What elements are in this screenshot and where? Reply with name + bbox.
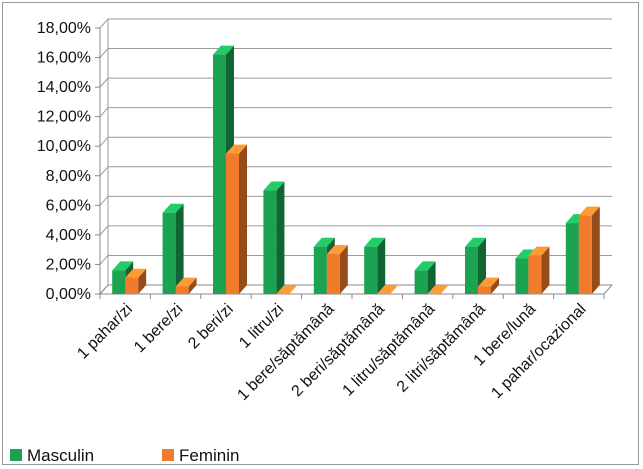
bar-masculin-7 — [414, 261, 436, 294]
y-tick-label: 8,00% — [46, 168, 91, 185]
bar-top — [465, 237, 486, 247]
bar-top — [313, 237, 335, 247]
bar-front — [515, 258, 529, 294]
y-tick-label: 10,00% — [37, 138, 91, 155]
gridline — [99, 166, 612, 177]
bar-front — [313, 246, 327, 294]
bar-front — [125, 277, 139, 294]
bar-front — [565, 223, 579, 294]
bar-front — [263, 190, 277, 294]
bar-top — [414, 261, 436, 271]
bar-top — [162, 203, 184, 213]
bar-top — [125, 268, 147, 278]
bar-side — [541, 246, 550, 294]
bar-front — [478, 286, 491, 294]
x-category-label: 2 beri/săptămână — [289, 301, 389, 401]
y-tick-label: 0,00% — [46, 286, 91, 303]
bar-masculin-4 — [263, 181, 285, 294]
bar-top — [377, 285, 399, 294]
gridline — [99, 18, 612, 29]
bar-masculin-2 — [162, 203, 184, 294]
bar-feminin-9 — [528, 246, 550, 294]
bar-front — [112, 270, 126, 294]
bar-front — [226, 153, 239, 294]
bar-side — [427, 261, 436, 294]
x-category-label: 1 pahar/ocazional — [488, 301, 589, 402]
bar-top — [213, 45, 234, 55]
bar-top — [175, 277, 197, 287]
x-category-label: 1 litru/săptămână — [340, 301, 439, 400]
bar-side — [377, 237, 386, 294]
gridline — [99, 107, 612, 117]
bar-top — [528, 246, 550, 256]
bar-side — [276, 181, 285, 294]
y-tick-label: 2,00% — [46, 256, 91, 273]
y-tick-label: 14,00% — [37, 79, 91, 96]
bar-front — [578, 215, 592, 294]
bar-top — [427, 285, 449, 294]
bars — [112, 45, 600, 294]
bar-feminin-8 — [478, 277, 499, 294]
bar-feminin-2 — [175, 277, 197, 294]
bar-top — [478, 277, 499, 287]
bar-front — [528, 255, 542, 294]
bar-front — [213, 54, 226, 294]
bar-feminin-7 — [427, 285, 449, 294]
bar-feminin-1 — [125, 268, 147, 294]
bar-front — [326, 254, 340, 294]
x-category-label: 1 bere/săptămână — [234, 301, 337, 404]
gridline — [99, 136, 612, 147]
bar-top — [112, 261, 134, 271]
gridline — [99, 77, 612, 88]
bar-front — [414, 270, 428, 294]
bar-side — [138, 268, 147, 294]
bar-feminin-4 — [276, 285, 298, 294]
bar-side — [491, 277, 499, 294]
bar-front — [162, 212, 176, 294]
y-tick-label: 4,00% — [46, 227, 91, 244]
bar-side — [239, 144, 247, 294]
bar-side — [591, 206, 600, 294]
bar-front — [364, 246, 378, 294]
bar-top — [276, 285, 298, 294]
bar-side — [175, 203, 184, 294]
bar-feminin-5 — [326, 245, 348, 294]
bar-top — [263, 181, 285, 191]
y-tick-label: 6,00% — [46, 197, 91, 214]
y-tick-label: 12,00% — [37, 109, 91, 126]
bar-top — [226, 144, 247, 154]
bar-feminin-10 — [578, 206, 600, 294]
x-category-label: 2 beri/zi — [185, 301, 237, 353]
bar-side — [188, 277, 197, 294]
legend: Masculin Feminin — [10, 446, 239, 465]
x-category-label: 1 litru/zi — [236, 301, 287, 352]
bar-feminin-3 — [226, 144, 247, 294]
bar-top — [578, 206, 600, 216]
labels: 0,00% 2,00% 4,00% 6,00% 8,00% 10,00% 12,00% 14,… — [37, 20, 590, 404]
gridline — [99, 48, 612, 58]
bar-feminin-6 — [377, 285, 399, 294]
legend-swatch-masculin — [10, 449, 22, 461]
legend-swatch-feminin — [162, 449, 174, 461]
legend-label-masculin: Masculin — [27, 446, 94, 465]
x-category-label: 1 pahar/zi — [74, 301, 136, 363]
bar-top — [326, 245, 348, 255]
y-tick-label: 16,00% — [37, 50, 91, 67]
legend-label-feminin: Feminin — [179, 446, 239, 465]
bar-top — [515, 249, 537, 259]
bar-front — [465, 246, 478, 294]
x-category-label: 2 litri/săptămână — [394, 301, 489, 396]
y-tick-label: 18,00% — [37, 20, 91, 37]
bar-masculin-6 — [364, 237, 386, 294]
bar-side — [339, 245, 348, 294]
x-category-label: 1 bere/zi — [131, 301, 186, 356]
bar-front — [175, 286, 189, 294]
bar-top — [364, 237, 386, 247]
